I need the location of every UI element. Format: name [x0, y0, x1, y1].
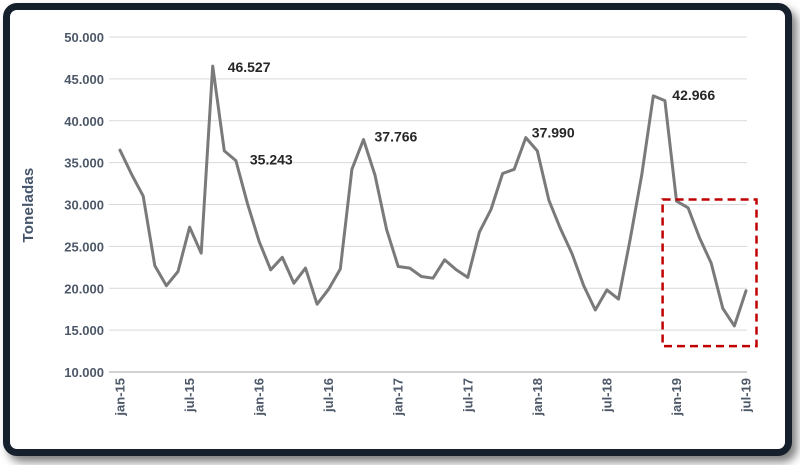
- x-axis-tick-label: jan-15: [113, 378, 128, 417]
- x-axis-tick-label: jul-15: [182, 378, 197, 413]
- x-axis-tick-label: jan-18: [530, 378, 545, 417]
- data-label: 46.527: [228, 59, 271, 75]
- data-label: 35.243: [250, 152, 293, 168]
- x-axis-tick-label: jul-19: [739, 378, 754, 413]
- data-series-line: [118, 64, 748, 328]
- x-axis-tick-label: jan-19: [669, 378, 684, 417]
- y-axis-tick-label: 30.000: [64, 198, 104, 213]
- y-axis-tick-label: 25.000: [64, 239, 104, 254]
- y-axis-tick-label: 15.000: [64, 323, 104, 338]
- y-axis-tick-label: 50.000: [64, 30, 104, 45]
- y-axis-tick-label: 40.000: [64, 114, 104, 129]
- y-axis-tick-label: 10.000: [64, 365, 104, 380]
- x-axis-tick-label: jul-16: [321, 378, 336, 413]
- chart-frame: 50.000 45.000 40.000 35.000 30.000 25.000 20.0…: [3, 3, 792, 456]
- y-axis-tick-label: 20.000: [64, 281, 104, 296]
- y-axis-title: Toneladas: [20, 167, 37, 243]
- y-axis-tick-label: 35.000: [64, 156, 104, 171]
- data-label: 37.766: [375, 129, 418, 145]
- x-axis-tick-label: jan-16: [252, 378, 267, 417]
- line-chart: 50.000 45.000 40.000 35.000 30.000 25.000 20.0…: [64, 30, 758, 417]
- x-axis-tick-label: jul-18: [599, 378, 614, 413]
- y-axis-tick-label: 45.000: [64, 72, 104, 87]
- x-axis-tick-label: jul-17: [460, 378, 475, 413]
- x-axis-tick-label: jan-17: [391, 378, 406, 417]
- highlight-box: [661, 198, 758, 348]
- data-label: 42.966: [672, 87, 715, 103]
- data-label: 37.990: [532, 125, 575, 141]
